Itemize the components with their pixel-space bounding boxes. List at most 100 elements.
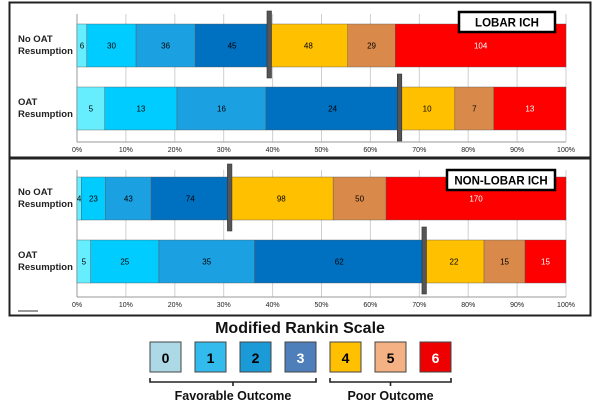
x-tick-label: 20% <box>168 147 182 154</box>
legend-label: 1 <box>207 350 215 366</box>
data-label: 22 <box>450 258 459 267</box>
favorable-threshold-marker <box>396 73 403 142</box>
panel-title: NON-LOBAR ICH <box>454 176 547 188</box>
favorable-threshold-marker <box>421 226 427 295</box>
data-label: 5 <box>89 105 94 114</box>
data-label: 23 <box>89 195 98 204</box>
x-tick-label: 80% <box>461 147 475 154</box>
x-tick-label: 0% <box>72 147 82 154</box>
data-label: 5 <box>82 258 87 267</box>
bar-segment-mrs-6 <box>524 239 567 284</box>
chart-panel-non-lobar: 0% 10% 20% 30% 40% 50% 60% 70% 80% 90% 100%No OAT R… <box>8 157 592 317</box>
bar-segment-mrs-5 <box>347 23 396 68</box>
bar-segment-mrs-5 <box>483 239 526 284</box>
data-label: 170 <box>469 195 483 204</box>
data-label: 98 <box>277 195 286 204</box>
category-label-line: Resumption <box>18 109 73 120</box>
data-label: 7 <box>472 105 477 114</box>
legend-swatch-mrs-0 <box>149 341 182 373</box>
legend-swatch-mrs-3 <box>284 341 317 373</box>
legend-swatch-mrs-2 <box>239 341 272 373</box>
x-tick-label: 30% <box>217 302 231 309</box>
category-label-line: No OAT <box>18 187 53 198</box>
bar-segment-mrs-5 <box>454 86 494 131</box>
legend-group-label: Favorable Outcome <box>175 389 292 403</box>
x-tick-label: 40% <box>266 147 280 154</box>
x-tick-label: 30% <box>217 147 231 154</box>
legend-label: 3 <box>297 350 305 366</box>
category-label-line: Resumption <box>18 262 73 273</box>
x-tick-label: 10% <box>119 147 133 154</box>
data-label: 30 <box>107 42 116 51</box>
panel-title-box <box>445 168 557 192</box>
data-label: 29 <box>367 42 376 51</box>
data-label: 74 <box>186 195 195 204</box>
bar-segment-mrs-1 <box>86 23 137 68</box>
category-label-line: No OAT <box>18 34 53 45</box>
bar-segment-mrs-4 <box>399 86 456 131</box>
legend: Modified Rankin Scale 0 1 2 3 4 5 6 Favorable Ou… <box>149 320 452 403</box>
x-tick-label: 70% <box>412 147 426 154</box>
legend-label: 5 <box>387 350 395 366</box>
data-label: 15 <box>541 258 550 267</box>
legend-label: 2 <box>252 350 260 366</box>
data-label: 25 <box>120 258 129 267</box>
data-label: 35 <box>202 258 211 267</box>
category-label-line: OAT <box>18 97 38 108</box>
category-label-line: Resumption <box>18 199 73 210</box>
bar-segment-mrs-6 <box>493 86 567 131</box>
legend-swatch-mrs-5 <box>374 341 407 373</box>
x-tick-label: 100% <box>557 302 575 309</box>
data-label: 62 <box>335 258 344 267</box>
panel-title-box <box>457 10 557 34</box>
data-label: 43 <box>124 195 133 204</box>
legend-swatch-mrs-6 <box>419 341 452 373</box>
legend-label: 4 <box>342 350 350 366</box>
bar-segment-mrs-4 <box>229 176 334 221</box>
data-label: 6 <box>80 42 85 51</box>
x-tick-label: 0% <box>72 302 82 309</box>
legend-group-bracket <box>329 378 452 386</box>
bar-segment-mrs-2 <box>135 23 196 68</box>
favorable-threshold-marker <box>227 163 233 232</box>
x-tick-label: 20% <box>168 302 182 309</box>
category-label: No OAT Resumption <box>18 187 73 210</box>
bar-segment-mrs-2 <box>158 239 255 284</box>
panel-title: LOBAR ICH <box>475 18 539 30</box>
favorable-threshold-marker <box>266 10 272 79</box>
bar-segment-mrs-3 <box>254 239 425 284</box>
bar-segment-mrs-1 <box>90 239 160 284</box>
x-tick-label: 60% <box>363 147 377 154</box>
category-label: OAT Resumption <box>18 250 73 273</box>
category-label: No OAT Resumption <box>18 34 73 57</box>
bar-segment-mrs-1 <box>104 86 178 131</box>
bar-segment-mrs-0 <box>76 86 105 131</box>
data-label: 13 <box>136 105 145 114</box>
legend-label: 6 <box>432 350 440 366</box>
bar-segment-mrs-4 <box>268 23 348 68</box>
legend-label: 0 <box>162 350 170 366</box>
data-label: 24 <box>328 105 337 114</box>
bar-segment-mrs-3 <box>265 86 400 131</box>
x-tick-label: 60% <box>363 302 377 309</box>
legend-group-bracket <box>149 378 317 386</box>
bar-segment-mrs-4 <box>423 239 485 284</box>
data-label: 45 <box>228 42 237 51</box>
data-label: 48 <box>304 42 313 51</box>
data-label: 4 <box>77 195 82 204</box>
data-label: 50 <box>355 195 364 204</box>
data-label: 16 <box>217 105 226 114</box>
x-tick-label: 100% <box>557 147 575 154</box>
legend-group-label: Poor Outcome <box>347 389 433 403</box>
data-label: 104 <box>474 42 488 51</box>
category-label-line: OAT <box>18 250 38 261</box>
data-label: 15 <box>500 258 509 267</box>
x-tick-label: 90% <box>510 147 524 154</box>
chart-panel-lobar: 0% 10% 20% 30% 40% 50% 60% 70% 80% 90% 100%No OAT R… <box>8 1 592 159</box>
data-label: 36 <box>161 42 170 51</box>
bar-segment-mrs-2 <box>105 176 152 221</box>
x-tick-label: 90% <box>510 302 524 309</box>
category-label: OAT Resumption <box>18 97 73 120</box>
category-label-line: Resumption <box>18 46 73 57</box>
